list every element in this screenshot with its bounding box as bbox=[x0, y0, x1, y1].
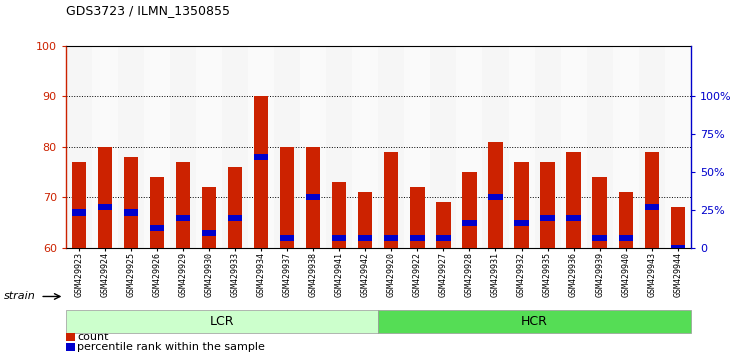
Bar bbox=[144, 46, 170, 248]
Text: count: count bbox=[77, 332, 109, 342]
Bar bbox=[358, 192, 372, 248]
Bar bbox=[118, 46, 144, 248]
Bar bbox=[98, 147, 112, 248]
Bar bbox=[196, 46, 222, 248]
Bar bbox=[462, 219, 477, 225]
Bar bbox=[72, 210, 86, 216]
Bar bbox=[593, 235, 607, 241]
Bar bbox=[228, 167, 242, 248]
Text: percentile rank within the sample: percentile rank within the sample bbox=[77, 342, 265, 352]
Bar bbox=[639, 46, 664, 248]
Bar bbox=[436, 202, 450, 248]
Bar bbox=[332, 235, 346, 241]
Bar bbox=[150, 177, 164, 248]
Bar bbox=[618, 192, 633, 248]
Bar bbox=[228, 215, 242, 221]
Bar bbox=[72, 162, 86, 248]
Bar bbox=[586, 46, 613, 248]
Bar bbox=[567, 215, 580, 221]
Bar bbox=[515, 219, 529, 225]
Bar bbox=[540, 162, 555, 248]
Bar bbox=[436, 235, 450, 241]
Bar bbox=[410, 187, 425, 248]
Bar bbox=[124, 210, 138, 216]
Bar bbox=[274, 46, 300, 248]
Bar bbox=[410, 235, 425, 241]
Bar bbox=[332, 182, 346, 248]
Bar bbox=[540, 215, 555, 221]
Bar bbox=[385, 152, 398, 248]
Bar bbox=[515, 162, 529, 248]
Bar bbox=[613, 46, 639, 248]
Bar bbox=[664, 46, 691, 248]
Bar bbox=[670, 245, 685, 251]
Bar bbox=[254, 154, 268, 160]
Bar bbox=[404, 46, 431, 248]
Bar bbox=[326, 46, 352, 248]
Bar bbox=[534, 46, 561, 248]
Bar bbox=[431, 46, 456, 248]
Bar bbox=[92, 46, 118, 248]
Bar bbox=[488, 194, 503, 200]
Bar bbox=[567, 152, 580, 248]
Bar bbox=[645, 152, 659, 248]
Text: LCR: LCR bbox=[210, 315, 235, 328]
Bar bbox=[645, 204, 659, 211]
Bar bbox=[482, 46, 509, 248]
Bar bbox=[176, 215, 190, 221]
Bar bbox=[170, 46, 196, 248]
Text: GDS3723 / ILMN_1350855: GDS3723 / ILMN_1350855 bbox=[66, 4, 230, 17]
Bar bbox=[176, 162, 190, 248]
Bar bbox=[280, 235, 295, 241]
Bar bbox=[385, 235, 398, 241]
Bar bbox=[306, 147, 320, 248]
Bar bbox=[593, 177, 607, 248]
Bar bbox=[379, 46, 404, 248]
Bar bbox=[202, 230, 216, 236]
Bar bbox=[618, 235, 633, 241]
Text: HCR: HCR bbox=[521, 315, 548, 328]
Bar bbox=[280, 147, 295, 248]
Bar bbox=[248, 46, 274, 248]
Bar bbox=[561, 46, 586, 248]
Bar bbox=[150, 224, 164, 231]
Bar bbox=[66, 46, 92, 248]
Bar bbox=[488, 142, 503, 248]
Bar bbox=[300, 46, 326, 248]
Bar bbox=[124, 157, 138, 248]
Bar bbox=[358, 235, 372, 241]
Text: strain: strain bbox=[4, 291, 35, 302]
Bar bbox=[98, 204, 112, 211]
Bar bbox=[254, 97, 268, 248]
Bar bbox=[202, 187, 216, 248]
Bar bbox=[670, 207, 685, 248]
Bar bbox=[306, 194, 320, 200]
Bar bbox=[352, 46, 379, 248]
Bar bbox=[456, 46, 482, 248]
Bar bbox=[509, 46, 534, 248]
Bar bbox=[222, 46, 248, 248]
Bar bbox=[462, 172, 477, 248]
